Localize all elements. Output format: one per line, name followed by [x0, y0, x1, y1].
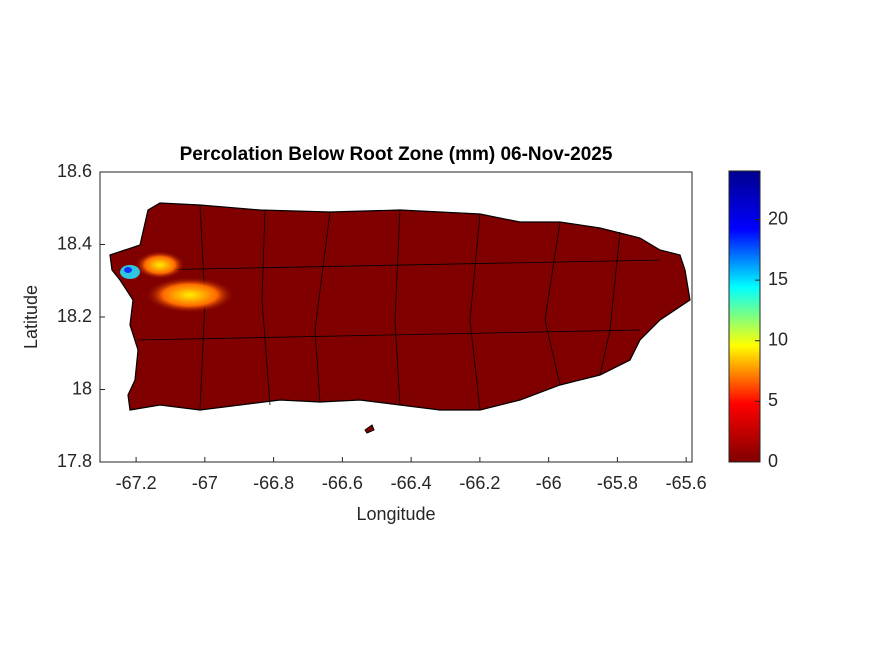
- colorbar-tick-label: 10: [768, 330, 788, 350]
- x-tick-label: -66: [536, 473, 562, 493]
- islet: [364, 424, 375, 434]
- colorbar-tick-label: 20: [768, 208, 788, 228]
- y-tick-label: 18.6: [57, 161, 92, 181]
- y-axis-label: Latitude: [21, 285, 41, 349]
- x-tick-label: -66.6: [322, 473, 363, 493]
- colorbar-tick-label: 5: [768, 390, 778, 410]
- x-tick-label: -65.8: [597, 473, 638, 493]
- x-tick-label: -65.6: [666, 473, 707, 493]
- colorbar: [728, 170, 761, 463]
- chart-title: Percolation Below Root Zone (mm) 06-Nov-…: [180, 144, 613, 165]
- x-tick-label: -66.4: [391, 473, 432, 493]
- x-tick-label: -66.8: [253, 473, 294, 493]
- island: [109, 202, 691, 411]
- y-tick-label: 18.2: [57, 306, 92, 326]
- colorbar-tick-label: 0: [768, 451, 778, 471]
- hotspots: [120, 251, 235, 313]
- x-axis-label: Longitude: [356, 504, 435, 524]
- x-tick-label: -67: [192, 473, 218, 493]
- y-tick-label: 18.4: [57, 233, 92, 253]
- colorbar-tick-label: 15: [768, 269, 788, 289]
- x-tick-label: -67.2: [116, 473, 157, 493]
- y-tick-label: 17.8: [57, 451, 92, 471]
- x-tick-label: -66.2: [459, 473, 500, 493]
- y-tick-label: 18: [72, 378, 92, 398]
